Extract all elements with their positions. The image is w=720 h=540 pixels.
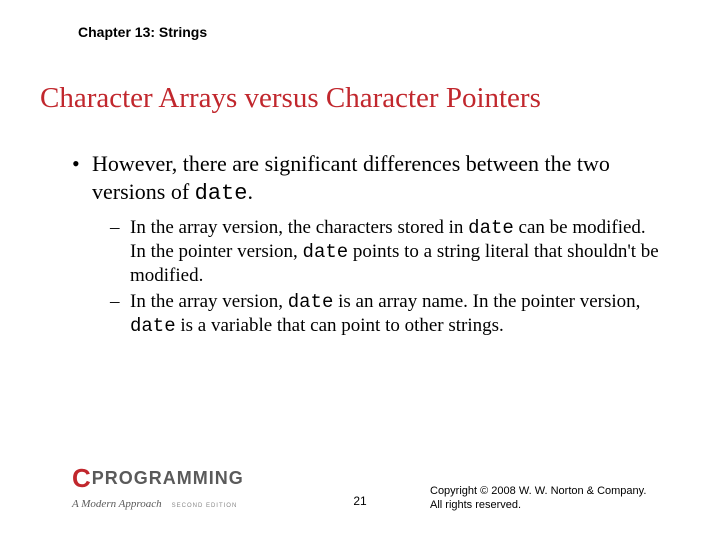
page-number: 21 [353, 494, 366, 508]
bullet-dash: – [110, 290, 130, 338]
bullet-level2: – In the array version, date is an array… [110, 290, 660, 338]
bullet-dash: – [110, 216, 130, 288]
sub1-text: In the array version, the characters sto… [130, 216, 660, 288]
footer: C PROGRAMMING A Modern Approach SECOND E… [0, 470, 720, 512]
copyright-line1: Copyright © 2008 W. W. Norton & Company. [430, 484, 646, 498]
sub2-text: In the array version, date is an array n… [130, 290, 660, 338]
code-date: date [468, 217, 514, 239]
code-date: date [303, 241, 349, 263]
logo-programming: PROGRAMMING [92, 468, 244, 489]
body-content: • However, there are significant differe… [72, 150, 660, 340]
bullet-text-post: . [247, 179, 253, 204]
sub-bullets: – In the array version, the characters s… [110, 216, 660, 338]
code-date: date [288, 291, 334, 313]
logo-top-row: C PROGRAMMING [72, 463, 244, 494]
bullet-text: However, there are significant differenc… [92, 150, 660, 208]
chapter-label: Chapter 13: Strings [78, 24, 207, 40]
copyright: Copyright © 2008 W. W. Norton & Company.… [430, 484, 646, 512]
sub2-e: is a variable that can point to other st… [176, 315, 504, 336]
book-logo: C PROGRAMMING A Modern Approach SECOND E… [72, 463, 244, 512]
bullet-text-pre: However, there are significant differenc… [92, 151, 610, 204]
sub1-a: In the array version, the characters sto… [130, 217, 468, 238]
sub2-a: In the array version, [130, 291, 288, 312]
slide-title: Character Arrays versus Character Pointe… [40, 82, 700, 115]
sub2-c: is an array name. In the pointer version… [333, 291, 640, 312]
code-date: date [130, 315, 176, 337]
logo-c-letter: C [72, 463, 90, 494]
bullet-dot: • [72, 150, 92, 208]
logo-bottom-row: A Modern Approach SECOND EDITION [72, 494, 244, 512]
bullet-level1: • However, there are significant differe… [72, 150, 660, 208]
logo-edition: SECOND EDITION [172, 503, 238, 509]
code-date: date [195, 181, 248, 206]
logo-subtitle: A Modern Approach [72, 498, 162, 510]
copyright-line2: All rights reserved. [430, 498, 646, 512]
slide: Chapter 13: Strings Character Arrays ver… [0, 0, 720, 540]
bullet-level2: – In the array version, the characters s… [110, 216, 660, 288]
